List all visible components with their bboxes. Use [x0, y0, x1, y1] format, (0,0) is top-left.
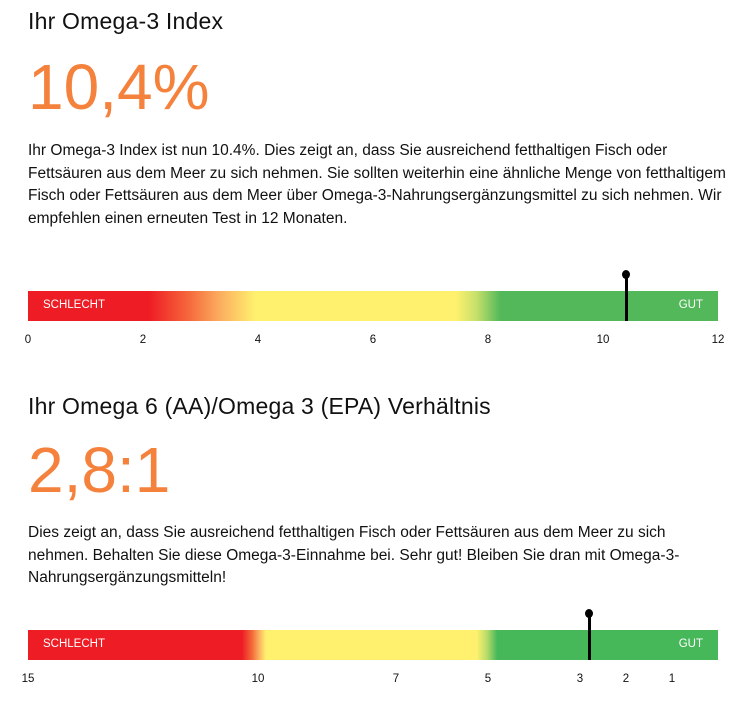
tick-label: 7 — [392, 673, 400, 685]
ratio-gradient — [28, 630, 718, 660]
omega3-title: Ihr Omega-3 Index — [28, 8, 224, 34]
ratio-description: Dies zeigt an, dass Sie ausreichend fett… — [28, 524, 680, 586]
omega3-section: Ihr Omega-3 Index 10,4% Ihr Omega-3 Inde… — [28, 8, 728, 230]
omega3-scale-bar: SCHLECHT GUT — [28, 270, 718, 321]
tick-label: 10 — [251, 673, 265, 685]
tick-label: 0 — [24, 334, 32, 346]
tick-label: 2 — [622, 673, 630, 685]
tick-label: 6 — [369, 334, 377, 346]
tick-label: 8 — [484, 334, 492, 346]
good-label: GUT — [678, 299, 703, 311]
tick-label: 2 — [139, 334, 147, 346]
tick-label: 10 — [596, 334, 610, 346]
tick-label: 3 — [576, 673, 584, 685]
ratio-scale-bar: SCHLECHT GUT — [28, 609, 718, 660]
good-label: GUT — [678, 638, 703, 650]
omega3-description: Ihr Omega-3 Index ist nun 10.4%. Dies ze… — [28, 142, 726, 227]
tick-label: 1 — [668, 673, 676, 685]
tick-label: 5 — [484, 673, 492, 685]
tick-label: 15 — [21, 673, 35, 685]
omega3-marker — [622, 270, 630, 321]
ratio-marker — [585, 609, 594, 660]
ratio-value: 2,8:1 — [28, 434, 171, 506]
ratio-section: Ihr Omega 6 (AA)/Omega 3 (EPA) Verhältni… — [28, 393, 728, 590]
omega3-value: 10,4% — [28, 51, 210, 123]
bad-label: SCHLECHT — [43, 299, 105, 311]
ratio-title: Ihr Omega 6 (AA)/Omega 3 (EPA) Verhältni… — [28, 393, 491, 419]
tick-label: 4 — [254, 334, 262, 346]
tick-label: 12 — [711, 334, 725, 346]
bad-label: SCHLECHT — [43, 638, 105, 650]
omega3-gradient — [28, 291, 718, 321]
